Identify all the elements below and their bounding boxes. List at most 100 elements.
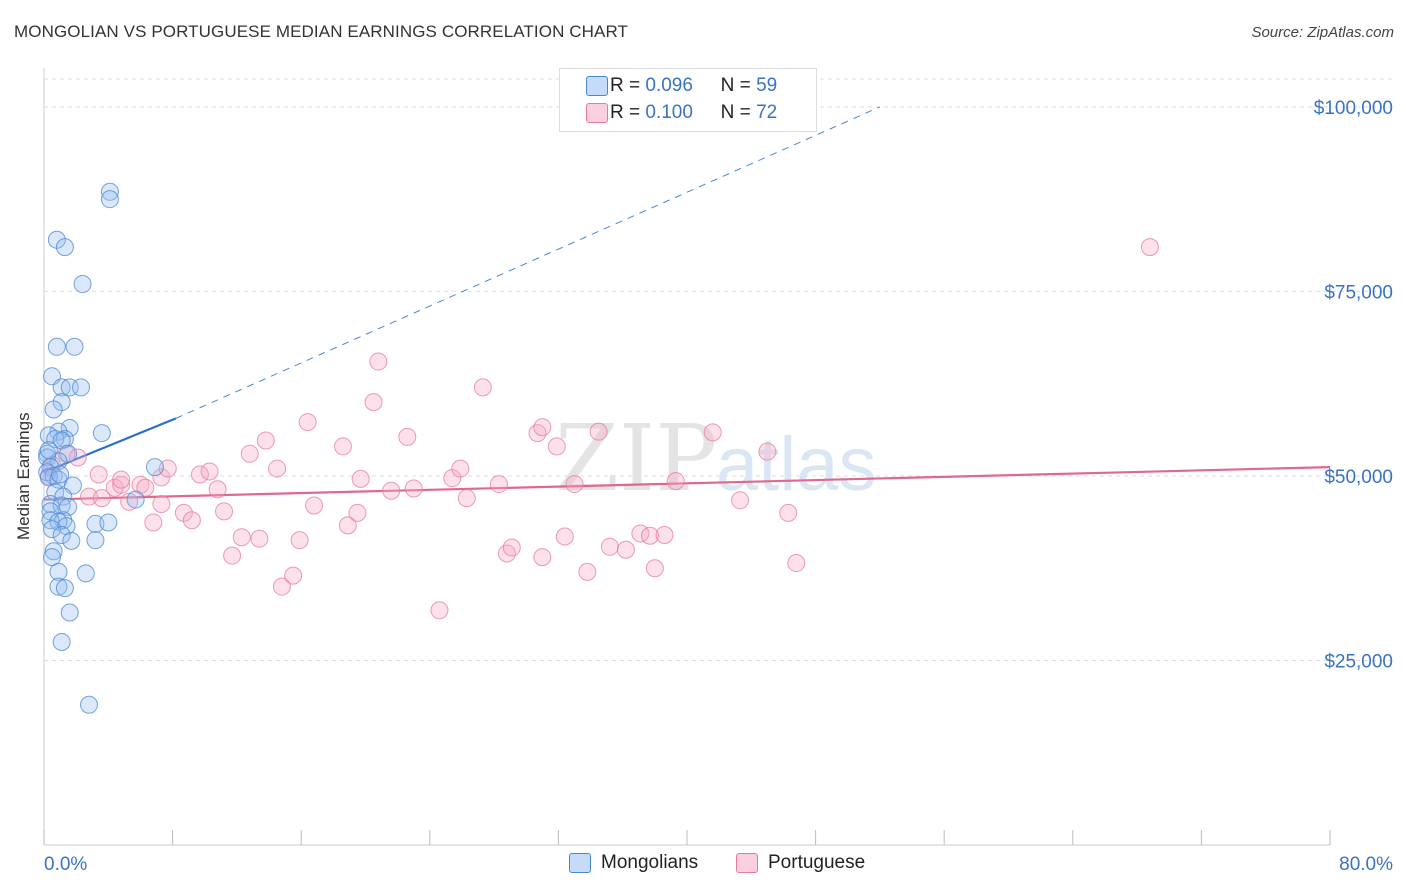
x-tick-label: 80.0% [1339,854,1393,875]
portuguese-point [152,495,171,513]
y-tick-label: $25,000 [1324,651,1393,672]
portuguese-point [200,462,219,481]
y-tick-label: $75,000 [1324,282,1393,303]
chart-title: MONGOLIAN VS PORTUGUESE MEDIAN EARNINGS … [14,22,629,41]
mongolian-point [99,513,118,532]
mongolian-point [86,531,105,550]
portuguese-point [232,528,251,547]
mongolian-point [71,378,90,397]
legend-row-mongolians: R = 0.096 N = 59 [586,73,778,99]
portuguese-point [555,527,574,546]
portuguese-point [80,487,99,506]
y-tick-label: $100,000 [1314,98,1393,119]
portuguese-point [489,475,508,494]
portuguese-point [112,470,131,489]
legend-r-value: 0.100 [645,102,693,123]
gridlines [44,78,1395,661]
mongolian-point [41,495,60,513]
portuguese-point [351,469,370,488]
mongolian-trend-line [43,417,177,474]
portuguese-point [502,538,521,557]
bottom-legend-label: Mongolians [601,852,699,873]
portuguese-point [348,503,367,522]
portuguese-point [333,437,352,456]
mongolian-point [55,579,74,598]
portuguese-trend-line [43,465,1331,501]
y-tick-labels: $25,000 $50,000 $75,000 $100,000 [1314,98,1393,673]
mongolian-point [43,520,62,539]
legend-r-value: 0.096 [645,75,693,96]
mongolian-trend-extension [175,106,881,419]
portuguese-point [144,513,163,532]
portuguese-point [382,481,401,500]
portuguese-point [578,562,597,581]
trend-lines [43,106,1331,501]
mongolian-point [86,514,105,533]
mongolian-point [49,512,68,531]
bottom-legend-label: Portuguese [768,852,866,873]
legend-swatch-pink [586,103,608,123]
mongolian-point [145,458,164,477]
mongolian-point [59,444,78,463]
portuguese-point [497,544,516,563]
mongolian-point [52,526,71,544]
mongolian-point [80,695,99,714]
mongolian-point [38,448,57,467]
portuguese-point [600,537,619,556]
mongolian-point [46,430,65,449]
portuguese-point [68,448,87,467]
mongolian-point [55,430,74,449]
portuguese-point [136,478,155,497]
portuguese-point [666,472,685,491]
portuguese-point [703,423,722,442]
mongolian-point [47,337,66,356]
portuguese-point [250,529,269,548]
bottom-swatch-blue [569,853,591,873]
portuguese-point [731,491,750,510]
mongolian-point [126,490,145,509]
portuguese-point [369,352,388,371]
legend-n-value: 59 [756,75,778,96]
axes [43,68,1331,846]
portuguese-point [473,378,492,397]
watermark-atlas: atlas [716,422,877,507]
bottom-swatch-pink [736,853,758,873]
watermark: ZIP atlas [555,405,877,512]
mongolian-point [65,337,84,356]
mongolian-point [57,517,76,536]
portuguese-point [305,496,324,515]
portuguese-point [92,489,111,508]
bottom-legend-mongolians: Mongolians [569,852,698,874]
portuguese-point [528,424,547,443]
legend-r-label: R = [610,75,641,96]
portuguese-point [256,431,275,450]
portuguese-point [779,503,798,522]
portuguese-point [152,468,171,487]
x-tick-label: 0.0% [44,854,87,875]
portuguese-point [589,422,608,441]
mongolian-point [55,238,74,257]
x-tick-labels: 0.0% 80.0% [44,854,1393,875]
portuguese-point [533,548,552,567]
portuguese-point [240,444,259,463]
portuguese-point [641,526,660,545]
legend-r-label: R = [610,102,641,123]
legend-row-portuguese: R = 0.100 N = 72 [586,100,777,126]
legend-n-label: N = [720,102,751,123]
mongolian-point [62,531,81,550]
mongolian-point [100,190,119,209]
mongolian-point [49,562,68,581]
mongolian-point [44,542,63,561]
portuguese-point [451,459,470,478]
mongolian-point [51,465,70,484]
portuguese-point [364,393,383,412]
portuguese-point [223,546,242,565]
source-label: Source: ZipAtlas.com [1251,24,1394,41]
mongolian-point [52,633,71,652]
portuguese-point [655,526,674,544]
bottom-legend-portuguese: Portuguese [736,852,865,874]
legend-n-label: N = [720,75,751,96]
y-tick-label: $50,000 [1324,467,1393,488]
portuguese-point [398,427,417,446]
portuguese-point [158,459,177,478]
